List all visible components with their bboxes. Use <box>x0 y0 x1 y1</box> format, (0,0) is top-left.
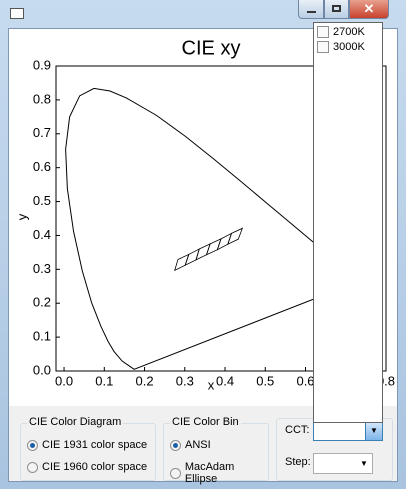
app-icon <box>10 8 24 19</box>
group-title: CIE Color Diagram <box>27 416 124 428</box>
radio-option[interactable]: MacAdam Ellipse <box>170 461 268 485</box>
cct-combobox[interactable]: ▼ <box>313 420 383 441</box>
y-tick-label: 0.1 <box>33 329 51 344</box>
y-tick-label: 0.5 <box>33 193 51 208</box>
x-axis-label: x <box>208 377 215 392</box>
radio-label: CIE 1931 color space <box>42 439 148 451</box>
step-combobox[interactable]: ▼ <box>313 453 373 474</box>
bin-cell <box>205 238 222 256</box>
bin-cell <box>195 243 211 261</box>
y-tick-label: 0.3 <box>33 261 51 276</box>
maximize-button[interactable] <box>324 0 349 19</box>
minimize-button[interactable] <box>298 0 324 19</box>
x-tick-label: 0.3 <box>176 373 194 388</box>
y-tick-label: 0.8 <box>33 91 51 106</box>
radio-option[interactable]: ANSI <box>170 439 211 451</box>
checkbox[interactable] <box>317 41 329 53</box>
y-axis-label: y <box>14 213 29 220</box>
radio-option[interactable]: CIE 1960 color space <box>27 461 147 473</box>
dropdown-arrow[interactable]: ▼ <box>360 459 368 468</box>
chart-title: CIE xy <box>182 37 241 59</box>
y-tick-label: 0.4 <box>33 227 51 242</box>
x-tick-label: 0.1 <box>95 373 113 388</box>
item-label: 2700K <box>333 26 365 38</box>
checkbox[interactable] <box>317 26 329 38</box>
x-tick-label: 0.5 <box>256 373 274 388</box>
radio-button[interactable] <box>27 461 38 473</box>
diagram-group: CIE Color Diagram CIE 1931 color space CI… <box>20 416 156 481</box>
list-item[interactable]: 2700K <box>317 26 365 38</box>
cct-label: CCT: <box>285 424 310 436</box>
cct-dropdown-list: 2700K 3000K <box>313 22 383 423</box>
plot-frame <box>55 65 387 372</box>
y-tick-label: 0.0 <box>33 362 51 377</box>
cct-group: CCT: Step: <box>276 418 393 481</box>
x-tick-label: 0.0 <box>55 373 73 388</box>
bin-group: CIE Color Bin ANSI MacAdam Ellipse <box>163 416 269 485</box>
y-tick-label: 0.2 <box>33 295 51 310</box>
bin-cell <box>227 227 244 246</box>
radio-button[interactable] <box>170 467 181 479</box>
y-tick-label: 0.9 <box>33 57 51 72</box>
x-tick-label: 0.2 <box>135 373 153 388</box>
radio-button[interactable] <box>27 439 38 451</box>
dropdown-arrow[interactable]: ▼ <box>365 421 382 440</box>
close-button[interactable]: ✕ <box>349 0 389 19</box>
plot-area <box>65 87 361 370</box>
bin-cell <box>174 253 190 272</box>
item-label: 3000K <box>333 41 365 53</box>
group-title: CIE Color Bin <box>170 416 241 428</box>
list-item[interactable]: 3000K <box>317 41 365 53</box>
radio-label: ANSI <box>185 439 211 451</box>
radio-option[interactable]: CIE 1931 color space <box>27 439 147 451</box>
radio-label: CIE 1960 color space <box>42 461 148 473</box>
radio-label: MacAdam Ellipse <box>184 461 235 485</box>
x-tick-label: 0.4 <box>216 373 234 388</box>
step-label: Step: <box>285 456 311 468</box>
bin-cell <box>216 232 233 251</box>
y-tick-label: 0.6 <box>33 159 51 174</box>
spectral-locus <box>65 87 361 370</box>
y-tick-label: 0.7 <box>33 125 51 140</box>
radio-button[interactable] <box>170 439 181 451</box>
x-tick-label: 0.6 <box>296 373 314 388</box>
